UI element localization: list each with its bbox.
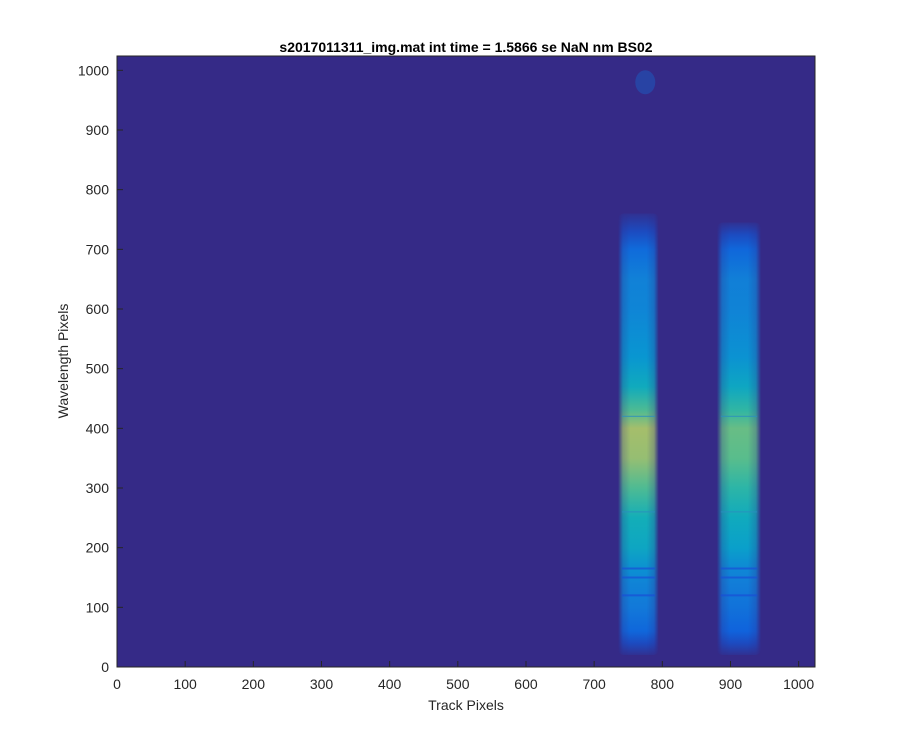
y-tick-label: 200 [86,540,110,556]
x-tick-label: 0 [113,676,121,692]
y-axis-label: Wavelength Pixels [55,304,71,419]
faint-spot [635,70,656,95]
y-tick-label: 400 [86,420,110,436]
x-tick-label: 1000 [783,676,814,692]
x-tick-label: 600 [514,676,538,692]
y-tick-label: 100 [86,599,110,615]
x-tick-label: 900 [719,676,743,692]
x-tick-label: 300 [310,676,334,692]
y-tick-label: 800 [86,182,110,198]
x-tick-label: 200 [242,676,266,692]
y-tick-label: 900 [86,122,110,138]
y-tick-label: 600 [86,301,110,317]
heatmap-background [117,56,815,667]
x-tick-label: 100 [173,676,197,692]
x-tick-label: 500 [446,676,470,692]
x-tick-label: 700 [582,676,606,692]
y-tick-label: 1000 [78,62,109,78]
x-axis: 0 100 200 300 400 500 600 700 800 900 1000 [113,661,814,692]
y-tick-label: 700 [86,241,110,257]
x-axis-label: Track Pixels [428,697,504,713]
x-tick-label: 400 [378,676,402,692]
heatmap-tracks [618,70,762,656]
plot-frame [116,55,816,668]
y-tick-label: 0 [101,659,109,675]
y-tick-label: 500 [86,361,110,377]
y-tick-label: 300 [86,480,110,496]
y-axis: 0 100 200 300 400 500 600 700 800 900 1000 [78,62,123,675]
spectral-track-1 [618,213,659,656]
spectral-track-2 [716,222,762,656]
x-tick-label: 800 [651,676,675,692]
chart-title: s2017011311_img.mat int time = 1.5866 se… [279,39,652,55]
